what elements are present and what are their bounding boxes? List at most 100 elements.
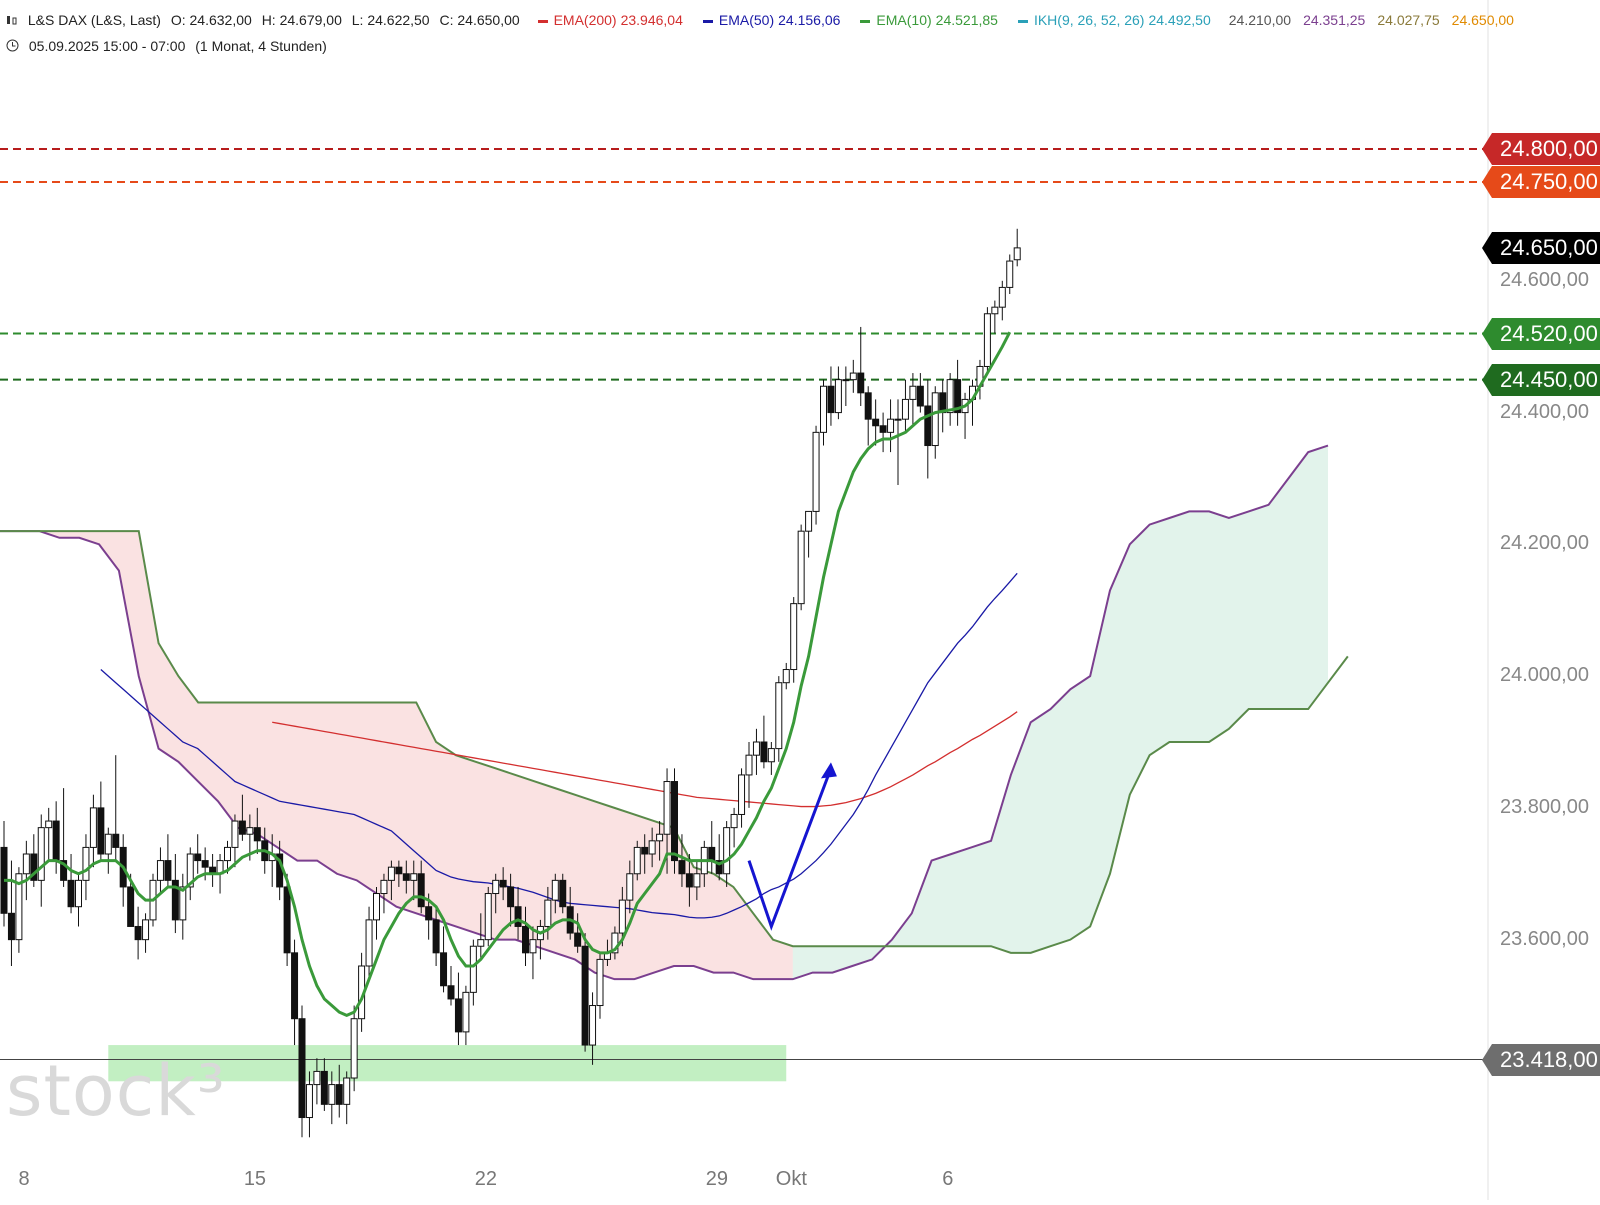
candle-body <box>112 833 120 848</box>
candle-body <box>298 1018 306 1119</box>
candle-body <box>291 952 299 1020</box>
candle-body <box>998 286 1006 308</box>
ikh-value-2: 24.027,75 <box>1377 12 1440 28</box>
candle-body <box>7 912 15 941</box>
candle-body <box>1013 247 1021 261</box>
x-tick-label: 6 <box>942 1168 954 1190</box>
ohlc-low: L: 24.622,50 <box>351 12 430 28</box>
candle-body <box>946 379 954 414</box>
candle-body <box>447 985 455 1000</box>
candle-body <box>156 860 164 881</box>
candle-body <box>574 932 582 947</box>
candle-body <box>142 919 150 941</box>
candle-body <box>514 906 522 927</box>
ema10-line <box>4 331 1012 1018</box>
candle-body <box>611 932 619 954</box>
candle-body <box>648 840 656 855</box>
indicator-swatch <box>537 19 548 23</box>
candle-body <box>201 860 209 868</box>
indicator-value: 24.521,85 <box>935 12 998 28</box>
candle-body <box>186 853 194 888</box>
ema200-line <box>272 711 1018 808</box>
indicator-label: EMA(50) <box>718 12 775 28</box>
x-tick-label: 29 <box>705 1168 728 1190</box>
candle-body <box>171 879 179 921</box>
candle-body <box>991 306 999 315</box>
candle-body <box>678 860 686 875</box>
candle-body <box>492 879 500 895</box>
candle-body <box>879 425 887 433</box>
chart-header-row-1: L&S DAX (L&S, Last) O: 24.632,00 H: 24.6… <box>6 12 1526 29</box>
price-level-tag-1: 24.750,00 <box>1482 166 1600 198</box>
indicator-3[interactable]: IKH(9, 26, 52, 26) 24.492,50 <box>1017 12 1217 28</box>
candle-body <box>820 385 827 433</box>
candle-body <box>596 958 604 1007</box>
candle-body <box>983 313 991 367</box>
price-level-tag-2: 24.520,00 <box>1482 317 1600 350</box>
candle-body <box>283 886 291 954</box>
y-tick-label: 24.000,00 <box>1500 664 1589 687</box>
candle-body <box>343 1077 351 1105</box>
candle-body <box>551 879 559 901</box>
candle-body <box>738 774 746 815</box>
ema50-line <box>100 572 1018 919</box>
candle-body <box>887 418 895 433</box>
x-tick-label: 8 <box>18 1168 30 1190</box>
candle-body <box>60 860 68 881</box>
indicator-swatch <box>1017 19 1028 23</box>
candle-body <box>671 781 678 862</box>
indicator-1[interactable]: EMA(50) 24.156,06 <box>702 12 847 28</box>
candle-body <box>559 879 567 908</box>
y-tick-label: 23.800,00 <box>1500 795 1589 818</box>
candle-body <box>782 669 790 684</box>
price-level-tag-3: 24.450,00 <box>1482 363 1600 396</box>
candle-body <box>752 741 760 756</box>
ikh-value-0: 24.210,00 <box>1228 12 1292 28</box>
candle-body <box>529 939 537 954</box>
candle-body <box>328 1084 336 1105</box>
candle-body <box>75 879 82 908</box>
y-tick-label: 24.400,00 <box>1500 400 1589 423</box>
candle-body <box>872 418 880 427</box>
candle-body <box>350 1018 358 1079</box>
last-price-tag: 24.650,00 <box>1482 231 1600 264</box>
ikh-value-3: 24.650,00 <box>1451 12 1514 28</box>
candle-body <box>253 827 261 842</box>
candle-body <box>618 899 626 934</box>
candle-body <box>45 820 53 829</box>
candle-body <box>440 952 448 987</box>
candle-body <box>924 405 932 447</box>
candle-body <box>82 846 90 881</box>
symbol-label[interactable]: L&S DAX (L&S, Last) <box>27 12 161 28</box>
price-level-tag-0: 24.800,00 <box>1482 133 1600 166</box>
timeframe-label: (1 Monat, 4 Stunden) <box>195 38 327 54</box>
candle-body <box>842 379 850 382</box>
candle-body <box>238 820 246 835</box>
candle-body <box>380 879 388 895</box>
indicator-0[interactable]: EMA(200) 23.946,04 <box>537 12 689 28</box>
candle-body <box>313 1070 321 1086</box>
candle-body <box>462 991 470 1033</box>
candle-body <box>693 873 701 888</box>
candle-body <box>641 846 649 855</box>
candle-body <box>395 866 403 875</box>
candle-body <box>365 919 373 967</box>
candlestick-icon <box>6 13 18 29</box>
candle-body <box>745 754 753 776</box>
ichimoku-span-a-line <box>0 444 1329 981</box>
indicator-value: 24.156,06 <box>778 12 841 28</box>
candle-body <box>104 833 112 855</box>
candle-body <box>373 893 380 921</box>
ichimoku-cloud-bearish <box>0 531 793 980</box>
candle-body <box>805 510 813 532</box>
candle-body <box>723 827 731 875</box>
candle-body <box>194 853 202 862</box>
ichimoku-cloud-bullish <box>792 445 1328 980</box>
support-zone <box>108 1045 787 1082</box>
candle-body <box>954 379 962 414</box>
indicator-2[interactable]: EMA(10) 24.521,85 <box>860 12 1004 28</box>
candle-body <box>499 879 507 888</box>
indicator-label: IKH(9, 26, 52, 26) <box>1033 12 1145 28</box>
